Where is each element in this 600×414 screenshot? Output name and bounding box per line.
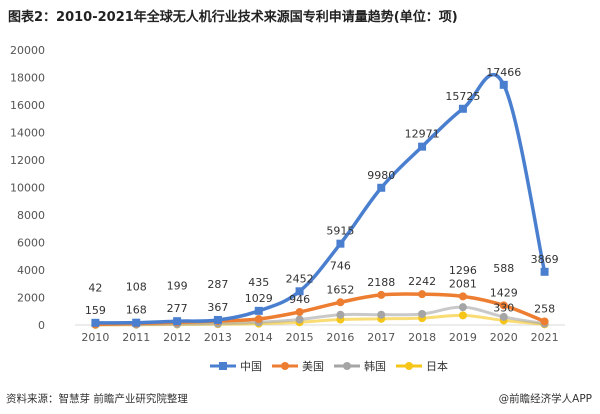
y-tick-label: 18000 (10, 72, 45, 85)
data-label: 2188 (367, 276, 395, 289)
y-tick-label: 16000 (10, 99, 45, 112)
data-point-0 (418, 142, 427, 151)
x-tick-label: 2019 (449, 331, 477, 344)
data-label: 258 (534, 302, 555, 315)
data-point-1 (540, 317, 549, 326)
data-point-0 (295, 287, 304, 296)
data-point-0 (132, 318, 141, 327)
data-label: 2452 (286, 272, 314, 285)
data-label: 1029 (245, 292, 273, 305)
data-point-0 (91, 318, 100, 327)
data-point-2 (295, 315, 304, 324)
source-note: 资料来源：智慧芽 前瞻产业研究院整理 (6, 393, 188, 405)
y-tick-label: 0 (38, 319, 45, 332)
data-label: 199 (167, 279, 188, 292)
data-point-2 (458, 303, 467, 312)
data-label: 367 (207, 301, 228, 314)
y-tick-label: 8000 (17, 209, 45, 222)
data-label: 12971 (405, 128, 440, 141)
data-label: 277 (167, 302, 188, 315)
data-point-1 (254, 315, 263, 324)
data-point-1 (418, 290, 427, 299)
data-point-0 (254, 306, 263, 315)
data-label: 3869 (531, 253, 559, 266)
data-label: 17466 (486, 66, 521, 79)
data-point-0 (458, 104, 467, 113)
data-point-0 (377, 183, 386, 192)
x-tick-label: 2017 (367, 331, 395, 344)
data-point-1 (499, 301, 508, 310)
data-label: 42 (88, 281, 102, 294)
data-label: 287 (207, 278, 228, 291)
x-tick-label: 2021 (531, 331, 559, 344)
x-tick-label: 2014 (245, 331, 273, 344)
data-label: 108 (126, 281, 147, 294)
y-tick-label: 10000 (10, 182, 45, 195)
data-label: 588 (493, 262, 514, 275)
data-point-2 (418, 310, 427, 318)
data-label: 5915 (326, 225, 354, 238)
data-point-2 (377, 310, 386, 319)
x-tick-label: 2020 (490, 331, 518, 344)
data-label: 2081 (449, 277, 477, 290)
x-tick-label: 2013 (204, 331, 232, 344)
data-label: 1429 (490, 286, 518, 299)
data-label: 435 (248, 276, 269, 289)
data-label: 746 (330, 260, 351, 273)
legend-label: 韩国 (364, 359, 386, 373)
data-label: 2242 (408, 275, 436, 288)
data-point-1 (377, 290, 386, 299)
y-tick-label: 2000 (17, 292, 45, 305)
legend-marker-0 (219, 362, 227, 370)
data-label: 159 (85, 304, 106, 317)
data-point-1 (458, 292, 467, 301)
brand-note: @前瞻经济学人APP (498, 393, 592, 405)
legend-marker-1 (281, 362, 289, 370)
y-tick-label: 20000 (10, 44, 45, 57)
y-tick-label: 6000 (17, 237, 45, 250)
data-label: 9980 (367, 169, 395, 182)
data-point-0 (540, 267, 549, 276)
data-point-0 (336, 239, 345, 248)
data-point-1 (336, 298, 345, 307)
legend-marker-2 (343, 362, 351, 370)
data-point-0 (173, 317, 182, 326)
legend-label: 日本 (426, 359, 448, 373)
x-tick-label: 2010 (81, 331, 109, 344)
data-point-3 (458, 311, 467, 320)
chart-title: 图表2：2010-2021年全球无人机行业技术来源国专利申请量趋势(单位：项) (8, 10, 458, 25)
data-point-2 (336, 310, 345, 319)
data-point-2 (499, 312, 508, 321)
legend-marker-3 (405, 362, 413, 370)
data-label: 168 (126, 304, 147, 317)
data-label: 946 (289, 293, 310, 306)
data-point-0 (499, 80, 508, 89)
data-point-0 (213, 315, 222, 324)
x-tick-label: 2011 (122, 331, 150, 344)
x-tick-label: 2018 (408, 331, 436, 344)
data-label: 1652 (326, 283, 354, 296)
y-tick-label: 14000 (10, 127, 45, 140)
legend-label: 美国 (302, 360, 324, 373)
legend-label: 中国 (240, 360, 262, 373)
data-label: 15725 (445, 90, 480, 103)
series-line-0 (95, 73, 547, 325)
data-label: 1296 (449, 264, 477, 277)
data-label: 330 (493, 301, 514, 314)
x-tick-label: 2016 (326, 331, 354, 344)
x-tick-label: 2015 (286, 331, 314, 344)
y-tick-label: 4000 (17, 264, 45, 277)
y-tick-label: 12000 (10, 154, 45, 167)
x-tick-label: 2012 (163, 331, 191, 344)
data-point-1 (295, 307, 304, 316)
